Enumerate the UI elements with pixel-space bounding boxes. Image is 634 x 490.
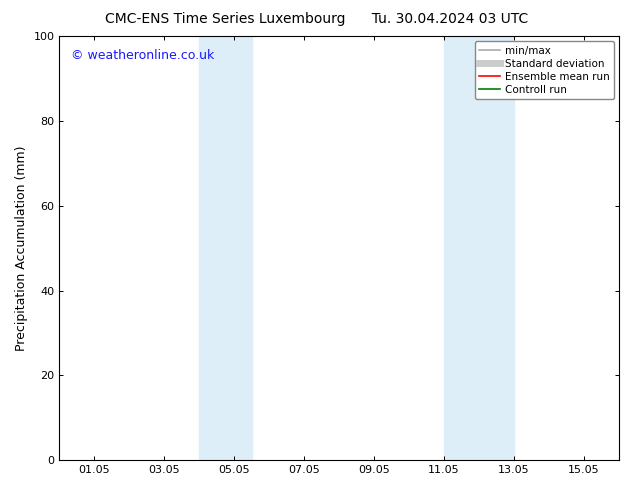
Legend: min/max, Standard deviation, Ensemble mean run, Controll run: min/max, Standard deviation, Ensemble me… — [475, 41, 614, 99]
Text: © weatheronline.co.uk: © weatheronline.co.uk — [70, 49, 214, 62]
Bar — [199, 36, 252, 460]
Text: CMC-ENS Time Series Luxembourg      Tu. 30.04.2024 03 UTC: CMC-ENS Time Series Luxembourg Tu. 30.04… — [105, 12, 529, 26]
Y-axis label: Precipitation Accumulation (mm): Precipitation Accumulation (mm) — [15, 146, 28, 351]
Bar — [444, 36, 514, 460]
